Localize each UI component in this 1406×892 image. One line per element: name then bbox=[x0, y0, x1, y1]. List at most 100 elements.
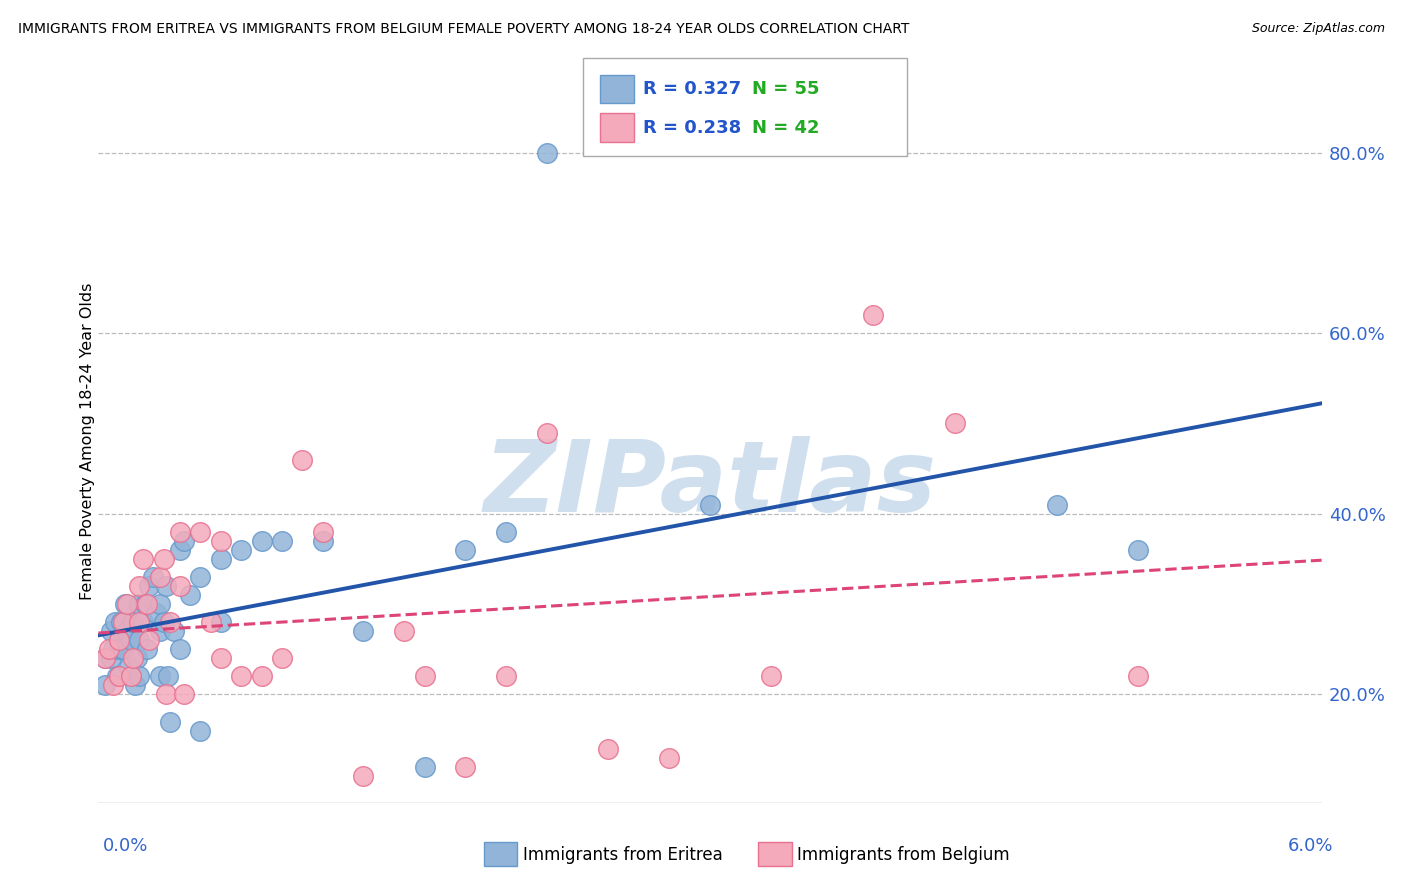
Point bbox=[169, 642, 191, 657]
Point bbox=[862, 308, 884, 322]
Point bbox=[188, 570, 212, 584]
Point bbox=[159, 615, 181, 630]
Point bbox=[250, 533, 273, 548]
Point bbox=[128, 633, 150, 648]
Text: N = 42: N = 42 bbox=[752, 119, 820, 136]
Point bbox=[124, 678, 146, 692]
Point bbox=[152, 615, 174, 630]
Point bbox=[173, 533, 195, 548]
Point bbox=[110, 615, 132, 630]
Text: R = 0.238: R = 0.238 bbox=[643, 119, 741, 136]
Point bbox=[209, 533, 232, 548]
Point bbox=[138, 633, 160, 648]
Point bbox=[132, 552, 155, 566]
Point bbox=[127, 651, 149, 665]
Point bbox=[108, 633, 131, 648]
Text: 0.0%: 0.0% bbox=[103, 837, 148, 855]
Point bbox=[658, 750, 681, 764]
Point bbox=[598, 741, 620, 756]
Point bbox=[101, 642, 124, 657]
Point bbox=[118, 660, 141, 674]
Point bbox=[352, 769, 374, 783]
Point bbox=[352, 624, 374, 639]
Text: N = 55: N = 55 bbox=[752, 80, 820, 98]
Point bbox=[122, 651, 145, 665]
Point bbox=[209, 552, 232, 566]
Point bbox=[270, 533, 292, 548]
Point bbox=[100, 624, 122, 639]
Point bbox=[152, 552, 174, 566]
Point bbox=[111, 615, 134, 630]
Point bbox=[136, 597, 159, 611]
Point bbox=[115, 597, 138, 611]
Point bbox=[108, 642, 131, 657]
Point bbox=[1128, 669, 1150, 683]
Point bbox=[209, 651, 232, 665]
Point bbox=[169, 579, 191, 593]
Point bbox=[134, 597, 156, 611]
Point bbox=[200, 615, 222, 630]
Point bbox=[93, 651, 115, 665]
Point bbox=[159, 714, 181, 729]
Point bbox=[392, 624, 416, 639]
Text: Source: ZipAtlas.com: Source: ZipAtlas.com bbox=[1251, 22, 1385, 36]
Point bbox=[311, 524, 335, 539]
Text: Immigrants from Eritrea: Immigrants from Eritrea bbox=[523, 846, 723, 863]
Point bbox=[231, 669, 253, 683]
Point bbox=[179, 588, 201, 602]
Point bbox=[250, 669, 273, 683]
Text: R = 0.327: R = 0.327 bbox=[643, 80, 741, 98]
Point bbox=[413, 760, 436, 774]
Point bbox=[188, 524, 212, 539]
Point bbox=[132, 615, 155, 630]
Point bbox=[93, 678, 115, 692]
Point bbox=[145, 606, 167, 620]
Point bbox=[115, 624, 138, 639]
Point bbox=[209, 615, 232, 630]
Point bbox=[311, 533, 335, 548]
Point bbox=[291, 452, 314, 467]
Point bbox=[163, 624, 186, 639]
Point bbox=[122, 615, 145, 630]
Point bbox=[114, 597, 136, 611]
Point bbox=[943, 417, 966, 431]
Point bbox=[120, 669, 142, 683]
Point bbox=[699, 498, 721, 512]
Point bbox=[100, 651, 122, 665]
Point bbox=[495, 669, 517, 683]
Point bbox=[536, 145, 558, 160]
Point bbox=[149, 597, 172, 611]
Point bbox=[761, 669, 783, 683]
Point bbox=[188, 723, 212, 738]
Point bbox=[149, 669, 172, 683]
Point bbox=[105, 669, 128, 683]
Point bbox=[97, 642, 120, 657]
Point bbox=[169, 524, 191, 539]
Point bbox=[155, 579, 177, 593]
Point bbox=[93, 651, 115, 665]
Point bbox=[128, 615, 150, 630]
Text: ZIPatlas: ZIPatlas bbox=[484, 436, 936, 533]
Text: 6.0%: 6.0% bbox=[1288, 837, 1333, 855]
Y-axis label: Female Poverty Among 18-24 Year Olds: Female Poverty Among 18-24 Year Olds bbox=[80, 283, 94, 600]
Point bbox=[138, 579, 160, 593]
Point bbox=[1045, 498, 1069, 512]
Point bbox=[142, 570, 165, 584]
Point bbox=[128, 579, 150, 593]
Point bbox=[270, 651, 292, 665]
Point bbox=[169, 542, 191, 557]
Point bbox=[454, 760, 477, 774]
Point bbox=[413, 669, 436, 683]
Point bbox=[536, 425, 558, 440]
Point bbox=[1128, 542, 1150, 557]
Point bbox=[120, 633, 142, 648]
Text: Immigrants from Belgium: Immigrants from Belgium bbox=[797, 846, 1010, 863]
Point bbox=[173, 687, 195, 701]
Point bbox=[149, 624, 172, 639]
Point bbox=[156, 669, 179, 683]
Point bbox=[495, 524, 517, 539]
Point bbox=[231, 542, 253, 557]
Text: IMMIGRANTS FROM ERITREA VS IMMIGRANTS FROM BELGIUM FEMALE POVERTY AMONG 18-24 YE: IMMIGRANTS FROM ERITREA VS IMMIGRANTS FR… bbox=[18, 22, 910, 37]
Point bbox=[128, 597, 150, 611]
Point bbox=[108, 669, 131, 683]
